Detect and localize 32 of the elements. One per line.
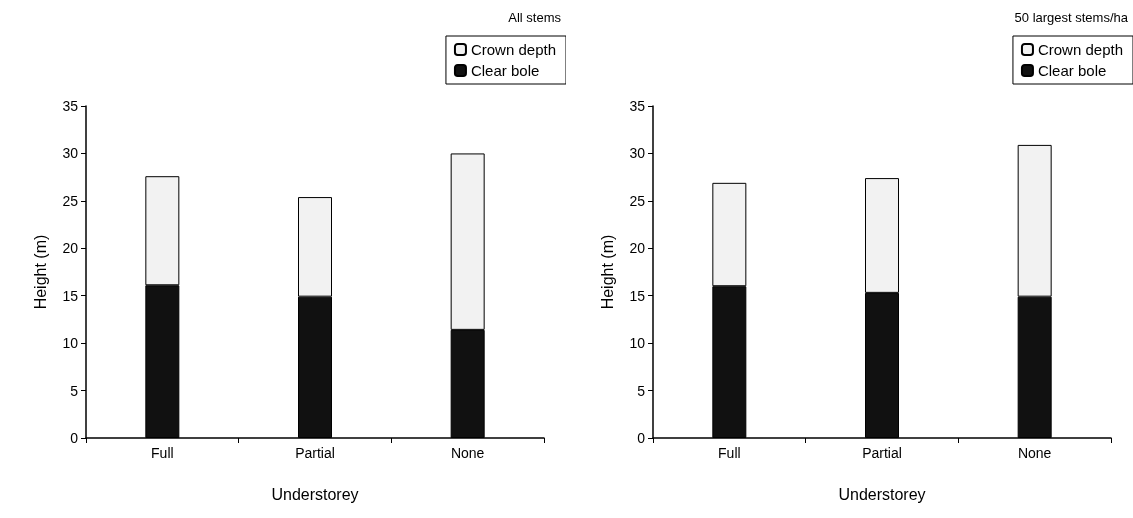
y-tick-label: 25: [629, 192, 646, 209]
y-tick-label: 30: [62, 145, 79, 162]
y-tick-label: 15: [629, 287, 646, 304]
x-tick-label: Partial: [295, 445, 335, 461]
x-tick-label: Partial: [862, 445, 902, 461]
x-axis-title: Understorey: [271, 485, 359, 503]
y-tick-label: 10: [629, 335, 646, 352]
y-tick-label: 20: [62, 240, 79, 257]
y-axis-title: Height (m): [598, 234, 616, 310]
legend-title: 50 largest stems/ha: [1014, 10, 1129, 25]
y-tick-label: 15: [62, 287, 79, 304]
x-axis-title: Understorey: [838, 485, 926, 503]
legend-label: Clear bole: [470, 62, 540, 79]
y-tick-label: 35: [62, 98, 79, 114]
y-tick-label: 20: [629, 240, 646, 257]
legend-label: Crown depth: [470, 41, 557, 58]
y-tick-label: 0: [70, 430, 79, 446]
y-tick-label: 5: [637, 382, 646, 399]
x-tick-label: None: [1017, 445, 1052, 461]
legend-label: Crown depth: [1037, 41, 1124, 58]
x-tick-label: Full: [151, 445, 174, 461]
y-tick-label: 0: [637, 430, 646, 446]
y-tick-label: 35: [629, 98, 646, 114]
y-axis-title: Height (m): [31, 234, 49, 310]
x-tick-label: None: [450, 445, 485, 461]
legend-title: All stems: [508, 10, 562, 25]
y-tick-label: 30: [629, 145, 646, 162]
x-tick-label: Full: [718, 445, 741, 461]
legend-label: Clear bole: [1037, 62, 1107, 79]
y-tick-label: 5: [70, 382, 79, 399]
y-tick-label: 25: [62, 192, 79, 209]
y-tick-label: 10: [62, 335, 79, 352]
